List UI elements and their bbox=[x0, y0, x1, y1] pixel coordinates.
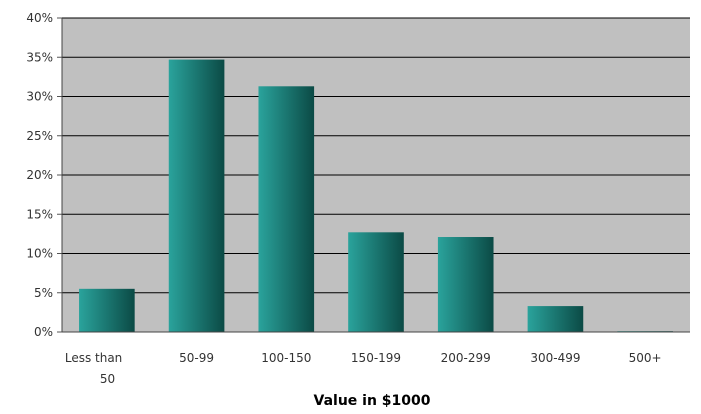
y-tick-label: 0% bbox=[34, 325, 53, 339]
y-tick-label: 40% bbox=[26, 11, 53, 25]
x-tick-label: 50-99 bbox=[179, 351, 214, 365]
x-tick-label: 200-299 bbox=[441, 351, 491, 365]
y-axis-ticks: 0% 5% 10% 15% 20% 25% 30% 35% 40% bbox=[26, 11, 62, 339]
x-axis-ticks: Less than 50 50-99 100-150 150-199 200-299 300… bbox=[65, 351, 662, 386]
bar bbox=[437, 237, 494, 332]
bar bbox=[348, 232, 404, 332]
x-axis-title: Value in $1000 bbox=[314, 393, 431, 409]
y-tick-label: 30% bbox=[26, 90, 53, 104]
x-tick-label: Less than 50 bbox=[65, 351, 122, 386]
bar bbox=[527, 306, 584, 332]
x-tick-label: 100-150 bbox=[261, 351, 311, 365]
bar bbox=[258, 86, 315, 332]
y-tick-label: 25% bbox=[26, 129, 53, 143]
bars bbox=[79, 59, 673, 332]
x-tick-label: 150-199 bbox=[351, 351, 401, 365]
x-tick-label: 500+ bbox=[629, 351, 662, 365]
bar bbox=[168, 59, 225, 332]
bar bbox=[79, 288, 135, 332]
x-tick-label: 300-499 bbox=[530, 351, 580, 365]
y-tick-label: 5% bbox=[34, 286, 53, 300]
y-tick-label: 20% bbox=[26, 168, 53, 182]
y-tick-label: 10% bbox=[26, 247, 53, 261]
y-tick-label: 35% bbox=[26, 50, 53, 64]
y-tick-label: 15% bbox=[26, 207, 53, 221]
